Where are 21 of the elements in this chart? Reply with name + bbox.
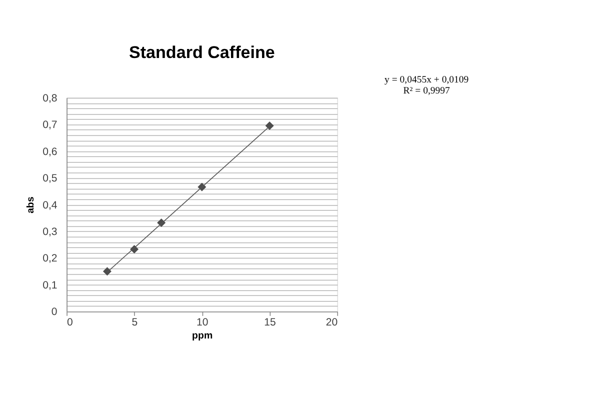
- x-tick-label: 15: [264, 316, 276, 329]
- y-tick-label: 0,6: [42, 146, 58, 158]
- x-tick-label: 20: [326, 316, 338, 329]
- text: R² = 0,9997: [403, 86, 450, 97]
- x-axis-title: ppm: [192, 330, 213, 342]
- y-tick-label: 0: [51, 306, 58, 318]
- y-tick-label: 0,8: [42, 92, 58, 104]
- y-tick-label: 0,3: [42, 226, 58, 238]
- y-tick-label: 0,5: [42, 172, 58, 185]
- x-tick-label: 10: [196, 316, 208, 329]
- x-tick-label: 5: [132, 316, 138, 329]
- y-tick-label: 0,2: [42, 252, 58, 265]
- text: y = 0,0455x + 0,0109: [384, 74, 469, 86]
- y-tick-label: 0,1: [42, 279, 58, 292]
- point: [265, 122, 274, 130]
- point: [102, 267, 112, 276]
- y-tick-label: 0,4: [42, 199, 58, 212]
- y-tick-label: 0,7: [42, 119, 58, 132]
- chart-title: Standard Caffeine: [128, 42, 275, 62]
- y-axis-title: abs: [26, 196, 37, 214]
- x-tick-label: 0: [67, 316, 74, 329]
